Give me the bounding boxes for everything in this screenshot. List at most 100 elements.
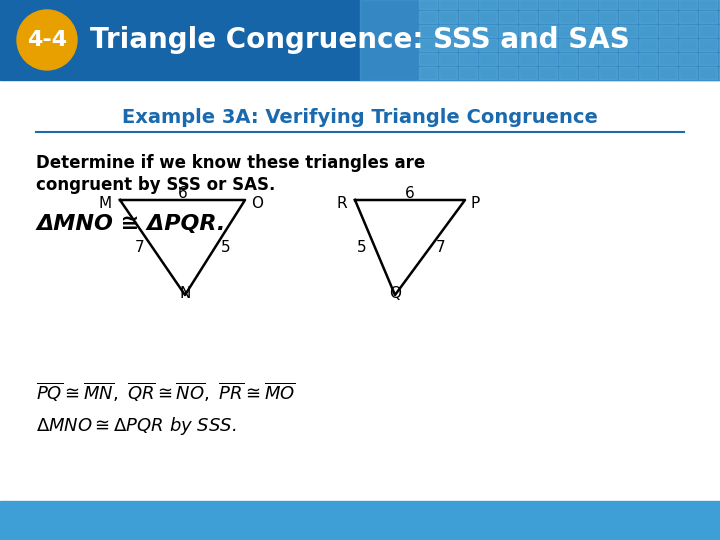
Bar [618, 53, 636, 65]
Bar [418, 11, 436, 23]
Bar [719, 39, 720, 51]
Bar [0, 0, 720, 80]
Text: 7: 7 [436, 240, 446, 255]
Bar [559, 53, 577, 65]
Bar [618, 25, 636, 37]
Text: ΔMNO ≅ ΔPQR.: ΔMNO ≅ ΔPQR. [36, 214, 225, 234]
Bar [418, 39, 436, 51]
Bar [438, 11, 456, 23]
Bar [438, 39, 456, 51]
Text: 7: 7 [135, 240, 145, 255]
Bar [438, 67, 456, 79]
Bar [639, 0, 657, 9]
Bar [598, 53, 616, 65]
Bar [618, 11, 636, 23]
Bar [678, 11, 696, 23]
Bar [698, 67, 716, 79]
Bar [539, 67, 557, 79]
Bar [678, 25, 696, 37]
Bar [659, 0, 677, 9]
Bar [579, 0, 597, 9]
Bar [518, 53, 536, 65]
Text: 6: 6 [178, 186, 187, 201]
Bar [518, 11, 536, 23]
Bar [659, 11, 677, 23]
Bar [719, 67, 720, 79]
Bar [459, 39, 477, 51]
Bar [659, 25, 677, 37]
Circle shape [17, 10, 77, 70]
Text: Example 3A: Verifying Triangle Congruence: Example 3A: Verifying Triangle Congruenc… [122, 109, 598, 127]
Text: N: N [179, 286, 191, 301]
Bar [598, 67, 616, 79]
Bar [639, 11, 657, 23]
Bar [459, 25, 477, 37]
Bar [579, 67, 597, 79]
Bar [438, 0, 456, 9]
Bar [559, 11, 577, 23]
Bar [678, 67, 696, 79]
Bar [659, 39, 677, 51]
Bar [559, 0, 577, 9]
Bar [579, 39, 597, 51]
Bar [498, 0, 516, 9]
Bar [479, 39, 497, 51]
Text: 6: 6 [405, 186, 415, 201]
Bar [459, 67, 477, 79]
Bar [539, 25, 557, 37]
Bar [418, 67, 436, 79]
Bar [539, 11, 557, 23]
Bar [559, 67, 577, 79]
Bar [579, 25, 597, 37]
Bar [559, 39, 577, 51]
Bar [518, 25, 536, 37]
Bar [618, 67, 636, 79]
Bar [498, 67, 516, 79]
Bar [719, 11, 720, 23]
Bar [618, 0, 636, 9]
Bar [518, 39, 536, 51]
Bar [498, 39, 516, 51]
Bar [639, 53, 657, 65]
Bar [459, 0, 477, 9]
Bar [498, 25, 516, 37]
Text: Triangle Congruence: SSS and SAS: Triangle Congruence: SSS and SAS [90, 26, 630, 54]
Bar [618, 39, 636, 51]
Text: Determine if we know these triangles are: Determine if we know these triangles are [36, 154, 426, 172]
Bar [719, 0, 720, 9]
Bar [639, 67, 657, 79]
Text: Q: Q [389, 286, 401, 301]
Bar [639, 25, 657, 37]
Bar [479, 11, 497, 23]
Bar [418, 0, 436, 9]
Bar [598, 0, 616, 9]
Bar [559, 25, 577, 37]
Bar [360, 0, 720, 80]
Text: O: O [251, 196, 263, 211]
Bar [579, 53, 597, 65]
Bar [438, 53, 456, 65]
Bar [719, 25, 720, 37]
Bar [698, 39, 716, 51]
Bar [579, 11, 597, 23]
Bar [678, 53, 696, 65]
Text: Holt Geometry: Holt Geometry [14, 514, 123, 527]
Text: M: M [99, 196, 112, 211]
Bar [598, 11, 616, 23]
Bar [479, 0, 497, 9]
Bar [498, 11, 516, 23]
Bar [539, 53, 557, 65]
Bar [479, 53, 497, 65]
Bar [639, 39, 657, 51]
Bar [498, 53, 516, 65]
Bar [719, 53, 720, 65]
Bar [479, 67, 497, 79]
Bar [678, 0, 696, 9]
Bar [479, 25, 497, 37]
Bar [0, 501, 720, 540]
Bar [598, 39, 616, 51]
Text: 5: 5 [357, 240, 367, 255]
Bar [539, 0, 557, 9]
Bar [678, 39, 696, 51]
Text: 4-4: 4-4 [27, 30, 67, 50]
